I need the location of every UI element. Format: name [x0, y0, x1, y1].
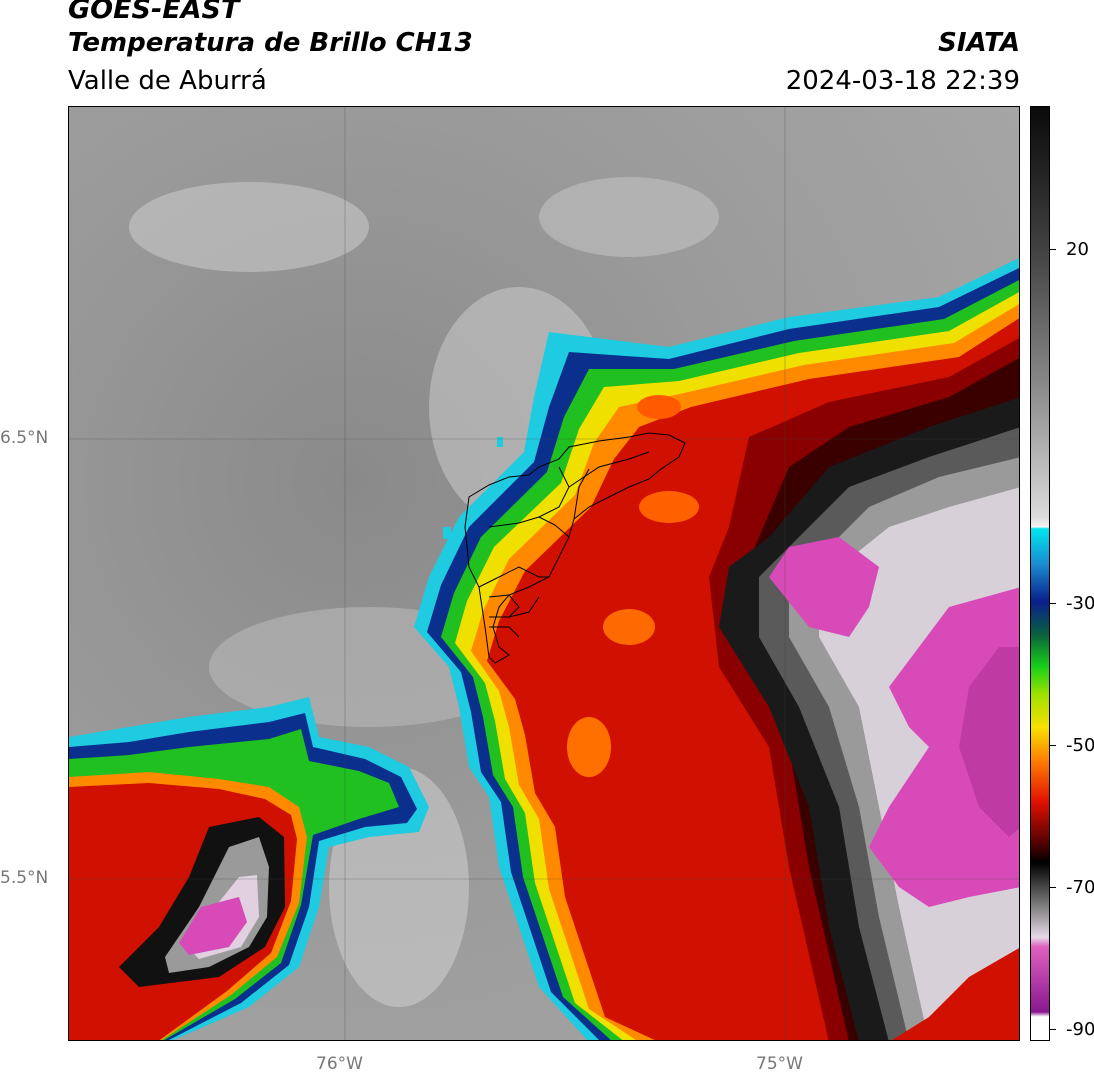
municipality-boundaries — [464, 432, 686, 664]
colorbar-label-minus70: -70 — [1066, 877, 1094, 898]
colorbar-label-20: 20 — [1066, 239, 1089, 260]
lat-label-6-5n: 6.5°N — [0, 428, 49, 448]
map-canvas — [69, 107, 1019, 1040]
brightness-temperature-map — [68, 106, 1020, 1041]
colorbar-label-minus90: -90 — [1066, 1019, 1094, 1040]
lat-label-5-5n: 5.5°N — [0, 868, 49, 888]
lon-label-75w: 75°W — [756, 1054, 803, 1074]
product-title: Temperatura de Brillo CH13 — [68, 28, 473, 58]
main-storm-system — [414, 257, 1019, 1040]
temperature-colorbar — [1030, 106, 1050, 1041]
lon-label-76w: 76°W — [316, 1054, 363, 1074]
colorbar-label-minus30: -30 — [1066, 593, 1094, 614]
colorbar-label-minus50: -50 — [1066, 735, 1094, 756]
region-title: Valle de Aburrá — [68, 66, 267, 96]
org-label: SIATA — [938, 28, 1020, 58]
satellite-title: GOES-EAST — [68, 0, 240, 25]
southwest-storm-system — [69, 697, 429, 1040]
datetime-label: 2024-03-18 22:39 — [785, 66, 1020, 96]
